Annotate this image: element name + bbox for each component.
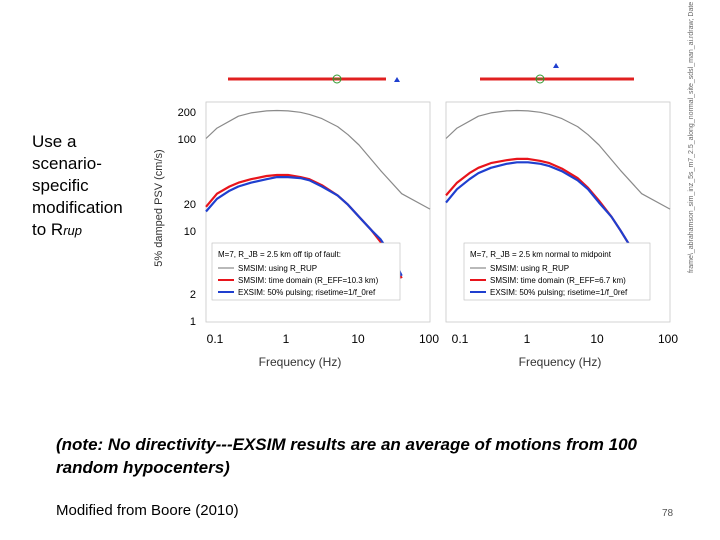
- x-tick-label: 100: [658, 332, 678, 346]
- legend-entry: SMSIM: time domain (R_EFF=6.7 km): [490, 276, 626, 285]
- station-marker: [394, 77, 400, 82]
- legend-title: M=7, R_JB = 2.5 km off tip of fault:: [218, 250, 341, 259]
- x-tick-label: 100: [419, 332, 439, 346]
- x-tick-labels: 0.1 1 10 100: [207, 332, 440, 346]
- slide-title: Use a scenario- specific modification to…: [32, 131, 162, 242]
- y-tick-label: 1: [190, 316, 196, 328]
- y-tick-label: 10: [184, 226, 196, 238]
- title-line: to Rrup: [32, 219, 162, 242]
- series-lines: [205, 109, 431, 279]
- x-tick-label: 10: [590, 332, 604, 346]
- title-prefix: to R: [32, 220, 64, 239]
- x-tick-labels: 0.1 1 10 100: [452, 332, 679, 346]
- x-axis-label: Frequency (Hz): [519, 355, 602, 369]
- title-line: modification: [32, 198, 123, 217]
- y-tick-label: 200: [178, 107, 196, 119]
- x-tick-label: 0.1: [452, 332, 469, 346]
- legend-entry: EXSIM: 50% pulsing; risetime=1/f_0ref: [238, 288, 376, 297]
- title-subscript: rup: [63, 223, 82, 238]
- legend-entry: EXSIM: 50% pulsing; risetime=1/f_0ref: [490, 288, 628, 297]
- page-number: 78: [662, 508, 674, 519]
- chart-panel-left: 200 100 20 10 2 1 0.1 1 10 100 Frequency…: [153, 101, 440, 369]
- legend: M=7, R_JB = 2.5 km off tip of fault: SMS…: [211, 242, 401, 301]
- plot-frame: [205, 101, 431, 323]
- x-tick-label: 1: [524, 332, 531, 346]
- legend-entry: SMSIM: time domain (R_EFF=10.3 km): [238, 276, 379, 285]
- legend-title: M=7, R_JB = 2.5 km normal to midpoint: [470, 250, 612, 259]
- y-tick-label: 20: [184, 199, 196, 211]
- fault-inset-right: [480, 63, 634, 84]
- legend: M=7, R_JB = 2.5 km normal to midpoint SM…: [463, 242, 651, 301]
- plot-frame: [445, 101, 671, 323]
- x-tick-label: 0.1: [207, 332, 224, 346]
- legend-entry: SMSIM: using R_RUP: [490, 264, 569, 273]
- legend-box: [211, 242, 401, 301]
- x-tick-label: 10: [351, 332, 365, 346]
- x-tick-label: 1: [283, 332, 290, 346]
- title-line: scenario-: [32, 154, 102, 173]
- chart-panel-right: 0.1 1 10 100 Frequency (Hz) M=7, R_JB = …: [445, 101, 679, 369]
- y-tick-labels: 200 100 20 10 2 1: [178, 107, 196, 328]
- x-axis-label: Frequency (Hz): [259, 355, 342, 369]
- y-axis-label: 5% damped PSV (cm/s): [153, 149, 165, 266]
- fault-inset-left: [228, 74, 400, 84]
- legend-entry: SMSIM: using R_RUP: [238, 264, 317, 273]
- side-file-path: frame\_abrahamson_sim_inz_5s_m7_2.5_alon…: [688, 1, 695, 273]
- legend-box: [463, 242, 651, 301]
- credit-text: Modified from Boore (2010): [56, 502, 239, 519]
- y-tick-label: 2: [190, 289, 196, 301]
- series-line-blue: [445, 161, 643, 268]
- title-line: specific: [32, 176, 89, 195]
- series-line-gray: [205, 109, 431, 210]
- series-line-blue: [205, 176, 403, 277]
- title-line: Use a: [32, 132, 77, 151]
- series-lines: [445, 109, 671, 268]
- note-text: (note: No directivity---EXSIM results ar…: [56, 435, 637, 477]
- series-line-gray: [445, 109, 671, 210]
- station-marker: [553, 63, 559, 68]
- y-tick-label: 100: [178, 134, 196, 146]
